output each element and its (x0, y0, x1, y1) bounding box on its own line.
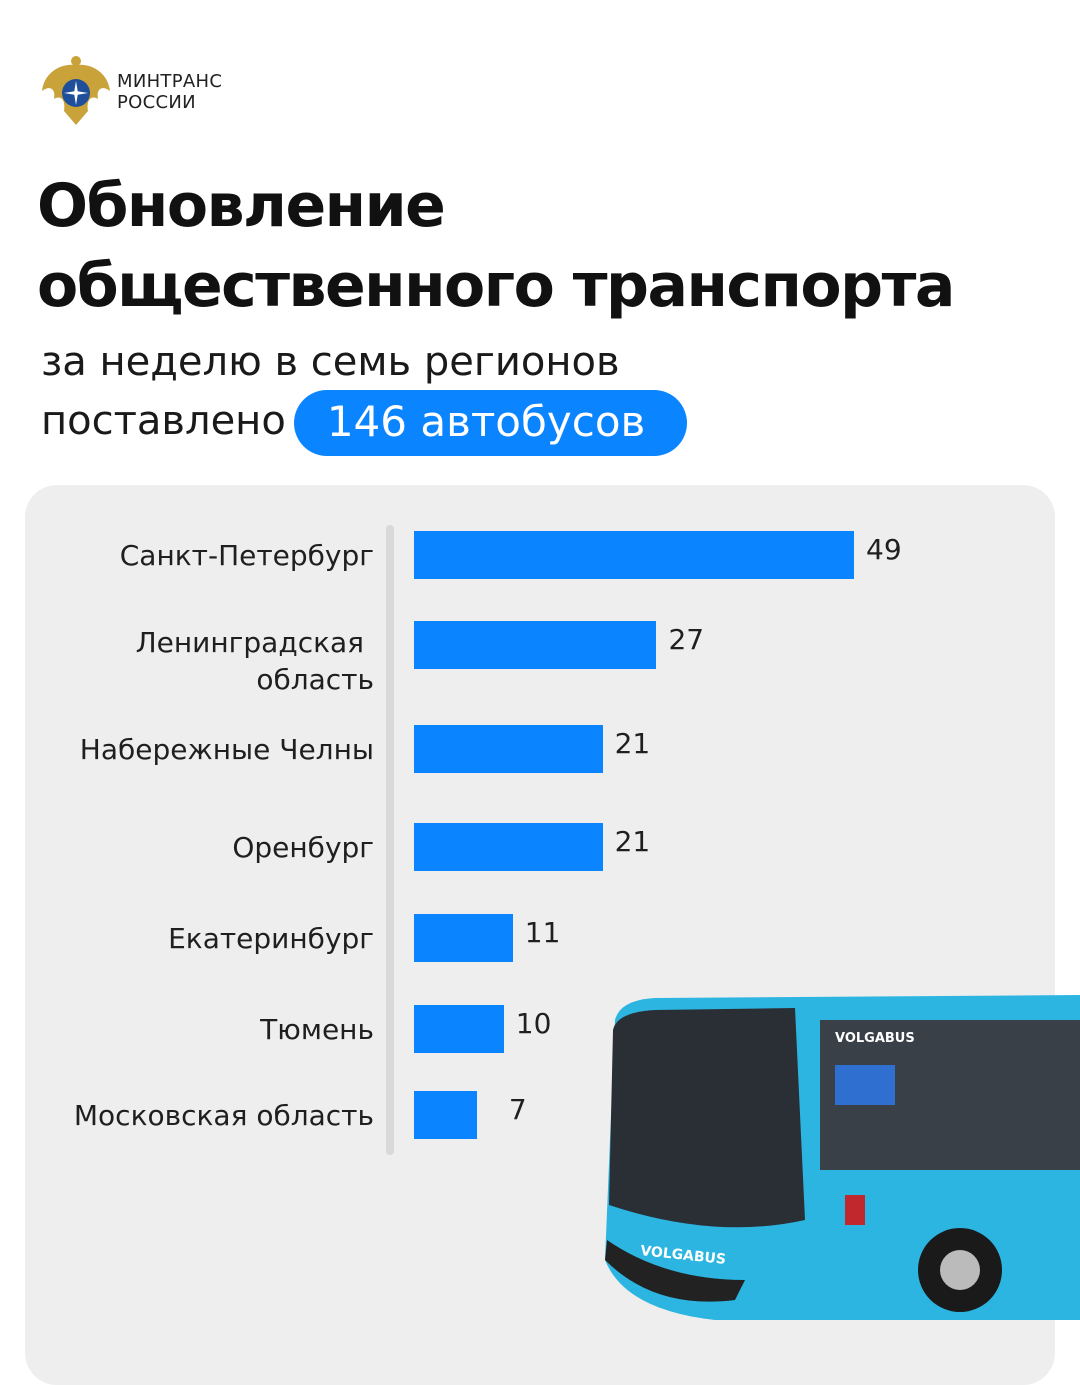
total-badge: 146 автобусов (293, 390, 688, 456)
bar (414, 914, 513, 962)
page-title: Обновление общественного транспорта (37, 166, 955, 326)
bar (414, 621, 657, 669)
bar (414, 531, 854, 579)
data-label: 21 (614, 727, 651, 760)
bar (414, 823, 603, 871)
bar (414, 1005, 504, 1053)
category-label: Тюмень (260, 1011, 374, 1048)
title-line2: общественного транспорта (37, 251, 955, 321)
svg-text:VOLGABUS: VOLGABUS (835, 1031, 915, 1046)
subtitle: за неделю в семь регионов поставлено 146 … (41, 334, 688, 456)
category-label: Набережные Челны (80, 731, 374, 768)
category-label-line: область (256, 663, 374, 696)
data-label: 21 (614, 825, 651, 858)
data-label: 11 (524, 916, 561, 949)
emblem-logo (42, 56, 110, 125)
chart-axis (386, 525, 394, 1155)
category-label: Санкт-Петербург (120, 537, 374, 574)
category-label: Московская область (74, 1097, 374, 1134)
org-name-line1: МИНТРАНС (117, 71, 223, 92)
category-label-line: Московская область (73, 1098, 374, 1132)
category-label: Оренбург (232, 829, 374, 866)
category-label: Ленинградская область (135, 624, 374, 698)
org-name-line2: РОССИИ (117, 92, 196, 113)
subtitle-line2: поставлено (41, 398, 286, 444)
category-label-line: Набережные Челны (79, 732, 374, 766)
bus-image: VOLGABUS VOLGABUS (605, 995, 1080, 1320)
subtitle-line1: за неделю в семь регионов (41, 339, 620, 385)
category-label-line: Екатеринбург (168, 921, 374, 955)
category-label-line: Оренбург (232, 830, 374, 864)
category-label-line: Санкт-Петербург (119, 538, 374, 572)
category-label-line: Тюмень (260, 1012, 374, 1046)
org-name: МИНТРАНС РОССИИ (117, 71, 222, 113)
category-label: Екатеринбург (168, 920, 374, 957)
category-label-line: Ленинградская (135, 626, 364, 659)
title-line1: Обновление (37, 171, 446, 241)
bar (414, 725, 603, 773)
data-label: 49 (866, 533, 902, 566)
data-label: 7 (508, 1093, 527, 1126)
bar (414, 1091, 477, 1139)
data-label: 27 (668, 623, 705, 656)
data-label: 10 (515, 1007, 552, 1040)
